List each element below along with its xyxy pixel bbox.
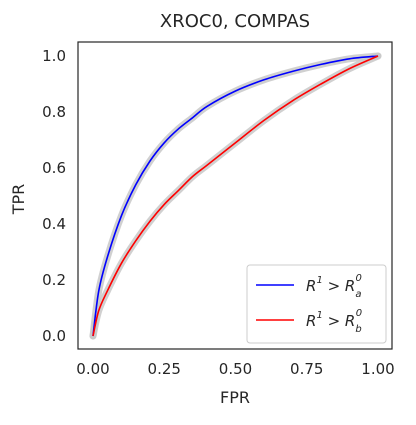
y-tick-label: 0.2: [42, 271, 66, 289]
x-axis-label: FPR: [220, 388, 250, 407]
series-lines: [92, 55, 379, 337]
x-tick-label: 0.75: [290, 360, 323, 378]
y-axis-ticks: 0.0 0.2 0.4 0.6 0.8 1.0: [42, 47, 66, 345]
series-line-0: [92, 55, 379, 337]
y-tick-label: 0.0: [42, 327, 66, 345]
y-tick-label: 0.6: [42, 159, 66, 177]
legend-label-a: R1 > Ra0: [306, 273, 362, 300]
x-tick-label: 0.00: [76, 360, 109, 378]
chart-title: XROC0, COMPAS: [160, 11, 310, 32]
plot-frame: [77, 41, 393, 350]
y-tick-label: 1.0: [42, 47, 66, 65]
x-axis-ticks: 0.00 0.25 0.50 0.75 1.00: [76, 360, 394, 378]
legend: R1 > Ra0 R1 > Rb0: [246, 264, 387, 344]
y-tick-label: 0.8: [42, 103, 66, 121]
series-line-1: [92, 55, 379, 337]
legend-label-b: R1 > Rb0: [306, 308, 362, 335]
y-axis-label: TPR: [9, 184, 28, 216]
x-tick-label: 0.25: [148, 360, 181, 378]
x-tick-label: 0.50: [219, 360, 252, 378]
x-tick-label: 1.00: [361, 360, 394, 378]
y-tick-label: 0.4: [42, 215, 66, 233]
